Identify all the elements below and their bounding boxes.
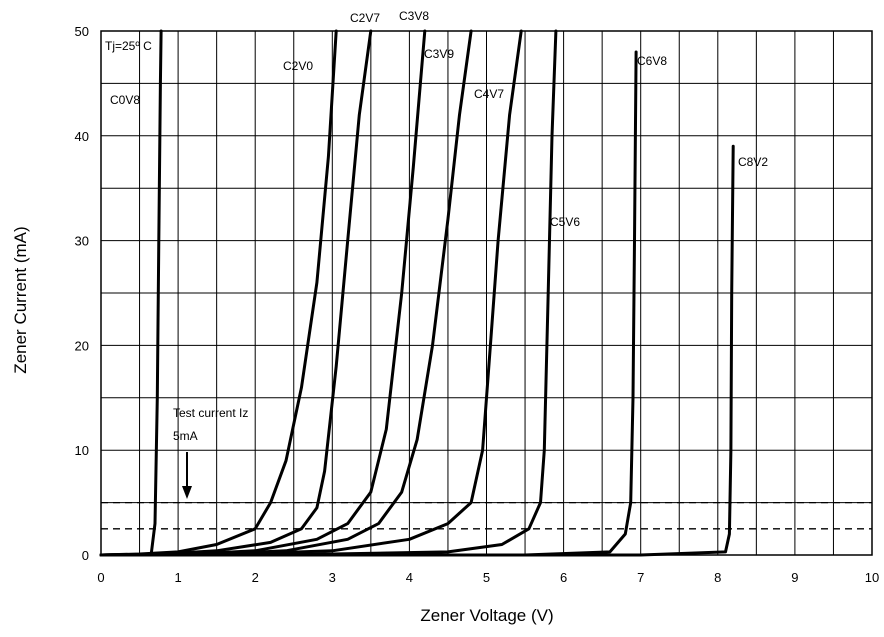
test-current-reference-lines [101,501,872,530]
x-tick-label: 0 [97,570,104,585]
x-tick-label: 5 [483,570,490,585]
x-axis-title: Zener Voltage (V) [420,606,553,625]
y-tick-label: 30 [75,234,89,249]
test-current-value-label: 5mA [173,429,198,443]
x-tick-label: 7 [637,570,644,585]
y-axis-title: Zener Current (mA) [11,226,30,373]
grid [101,31,872,555]
curve-c2v7 [99,29,373,557]
test-current-arrow [182,452,192,499]
curve-label-c2v7: C2V7 [350,11,380,25]
curve-label-c2v0: C2V0 [283,59,313,73]
x-tick-label: 10 [865,570,879,585]
y-tick-label: 10 [75,443,89,458]
x-tick-label: 9 [791,570,798,585]
x-tick-label: 6 [560,570,567,585]
test-current-label: Test current Iz [173,406,248,420]
y-tick-label: 20 [75,338,89,353]
x-tick-label: 8 [714,570,721,585]
curve-c6v8 [99,50,638,557]
plot-frame [100,30,873,556]
y-tick-labels: 0 10 20 30 40 50 [75,24,89,563]
curve-label-c3v9: C3V9 [424,47,454,61]
curve-label-c8v2: C8V2 [738,155,768,169]
y-tick-label: 40 [75,129,89,144]
x-tick-labels: 0 1 2 3 4 5 6 7 8 9 10 [97,570,879,585]
curve-label-c4v7: C4V7 [474,87,504,101]
curve-label-c5v6: C5V6 [550,215,580,229]
curve-label-c0v8: C0V8 [110,93,140,107]
curve-c5v6 [99,29,558,557]
curve-label-c3v8: C3V8 [399,9,429,23]
plot-border [100,30,873,556]
curve-c4v7 [99,29,523,557]
y-tick-label: 0 [82,548,89,563]
temperature-label: Tj=25º C [105,39,152,53]
curve-label-c6v8: C6V8 [637,54,667,68]
curve-c8v2 [99,144,735,557]
x-tick-label: 4 [406,570,413,585]
x-tick-label: 3 [329,570,336,585]
x-tick-label: 1 [174,570,181,585]
curve-labels: C0V8 C2V0 C2V7 C3V8 C3V9 C4V7 C5V6 C6V8 C8V2 [110,9,768,229]
y-tick-label: 50 [75,24,89,39]
x-tick-label: 2 [252,570,259,585]
